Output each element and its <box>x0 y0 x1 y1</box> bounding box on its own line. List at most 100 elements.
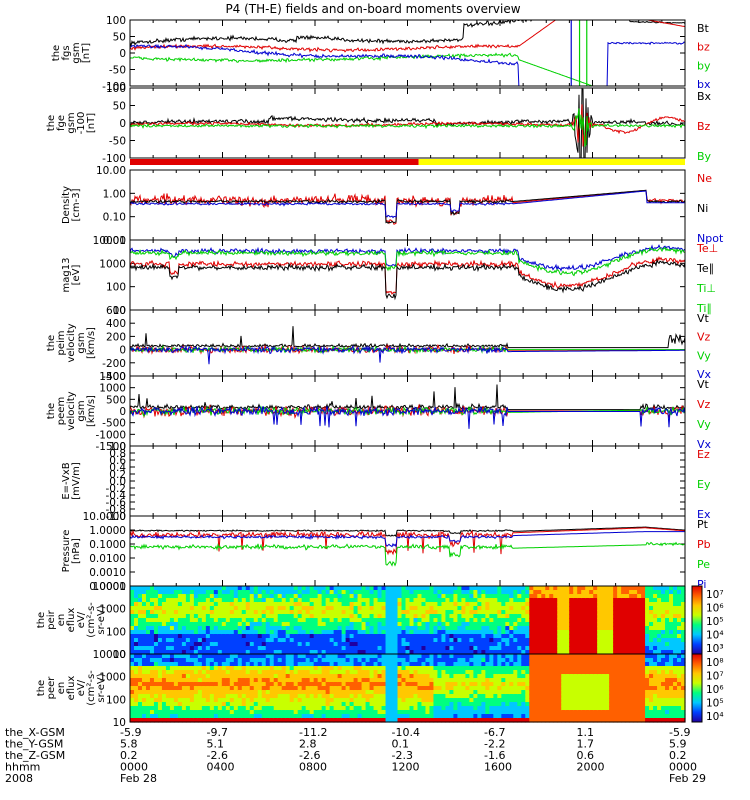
spectrogram-cell <box>625 586 630 591</box>
spectrogram-cell <box>177 698 183 703</box>
spectrogram-cell <box>525 658 530 663</box>
spectrogram-cell <box>613 614 618 619</box>
spectrogram-cell <box>457 590 462 595</box>
spectrogram-cell <box>417 706 423 711</box>
spectrogram-cell <box>473 650 478 655</box>
spectrogram-cell <box>301 598 307 603</box>
spectrogram-cell <box>245 622 251 627</box>
spectrogram-cell <box>369 638 375 643</box>
spectrogram-cell <box>253 686 259 691</box>
spectrogram-cell <box>213 710 219 715</box>
spectrogram-cell <box>573 614 578 619</box>
spectrogram-cell <box>337 618 343 623</box>
spectrogram-cell <box>285 590 291 595</box>
spectrogram-cell <box>509 698 514 703</box>
spectrogram-cell <box>541 638 546 643</box>
spectrogram-cell <box>353 702 359 707</box>
spectrogram-cell <box>533 594 538 599</box>
spectrogram-cell <box>581 614 586 619</box>
spectrogram-cell <box>213 590 219 595</box>
spectrogram-cell <box>541 590 546 595</box>
spectrogram-cell <box>601 630 606 635</box>
spectrogram-cell <box>553 666 558 671</box>
spectrogram-cell <box>309 618 315 623</box>
spectrogram-cell <box>329 706 335 711</box>
spectrogram-cell <box>249 610 255 615</box>
spectrogram-cell <box>297 678 303 683</box>
spectrogram-cell <box>397 654 403 659</box>
spectrogram-cell <box>169 646 175 651</box>
spectrogram-cell <box>505 718 510 723</box>
spectrogram-cell <box>373 702 379 707</box>
spectrogram-cell <box>537 666 542 671</box>
spectrogram-cell <box>130 590 135 595</box>
spectrogram-cell <box>345 626 351 631</box>
spectrogram-cell <box>149 606 155 611</box>
spectrogram-cell <box>373 610 379 615</box>
spectrogram-cell <box>437 714 443 719</box>
spectrogram-cell <box>509 690 514 695</box>
spectrogram-cell <box>441 650 447 655</box>
spectrogram-cell <box>165 670 171 675</box>
spectrogram-cell <box>389 586 395 591</box>
spectrogram-cell <box>641 590 646 595</box>
spectrogram-cell <box>353 698 359 703</box>
spectrogram-cell <box>621 590 626 595</box>
spectrogram-cell <box>349 658 355 663</box>
spectrogram-cell <box>305 622 311 627</box>
spectrogram-cell <box>197 598 203 603</box>
spectrogram-cell <box>161 694 167 699</box>
spectrogram-cell <box>557 610 562 615</box>
spectrogram-cell <box>137 630 143 635</box>
mode-bar-fast <box>418 159 685 165</box>
spectrogram-cell <box>237 622 243 627</box>
spectrogram-cell <box>401 602 407 607</box>
spectrogram-cell <box>541 626 546 631</box>
spectrogram-cell <box>681 650 686 655</box>
spectrogram-cell <box>341 630 347 635</box>
spectrogram-cell <box>337 678 343 683</box>
spectrogram-cell <box>233 710 239 715</box>
spectrogram-cell <box>549 602 554 607</box>
spectrogram-cell <box>225 682 231 687</box>
spectrogram-cell <box>385 594 391 599</box>
y-tick-label: 50 <box>113 32 126 44</box>
spectrogram-cell <box>189 714 195 719</box>
spectrogram-cell <box>257 682 263 687</box>
spectrogram-cell <box>645 650 650 655</box>
spectrogram-cell <box>365 586 371 591</box>
spectrogram-cell <box>453 662 459 667</box>
spectrogram-cell <box>181 686 187 691</box>
spectrogram-cell <box>161 690 167 695</box>
spectrogram-cell <box>265 690 271 695</box>
spectrogram-cell <box>149 706 155 711</box>
spectrogram-cell <box>357 594 363 599</box>
spectrogram-cell <box>429 642 435 647</box>
spectrogram-cell <box>541 682 546 687</box>
spectrogram-cell <box>389 594 395 599</box>
spectrogram-cell <box>301 618 307 623</box>
spectrogram-cell <box>437 698 443 703</box>
spectrogram-cell <box>409 682 415 687</box>
spectrogram-cell <box>353 638 359 643</box>
spectrogram-cell <box>337 662 343 667</box>
spectrogram-cell <box>309 710 315 715</box>
spectrogram-cell <box>389 658 395 663</box>
spectrogram-cell <box>529 670 534 675</box>
spectrogram-cell <box>445 694 451 699</box>
spectrogram-cell <box>305 686 311 691</box>
spectrogram-cell <box>337 630 343 635</box>
spectrogram-cell <box>581 594 586 599</box>
spectrogram-cell <box>201 714 207 719</box>
spectrogram-cell <box>405 658 411 663</box>
spectrogram-cell <box>377 710 383 715</box>
spectrogram-cell <box>157 646 163 651</box>
spectrogram-cell <box>417 618 423 623</box>
spectrogram-cell <box>205 670 211 675</box>
spectrogram-cell <box>145 658 151 663</box>
spectrogram-cell <box>345 610 351 615</box>
spectrogram-cell <box>525 650 530 655</box>
spectrogram-cell <box>473 714 478 719</box>
spectrogram-cell <box>409 690 415 695</box>
